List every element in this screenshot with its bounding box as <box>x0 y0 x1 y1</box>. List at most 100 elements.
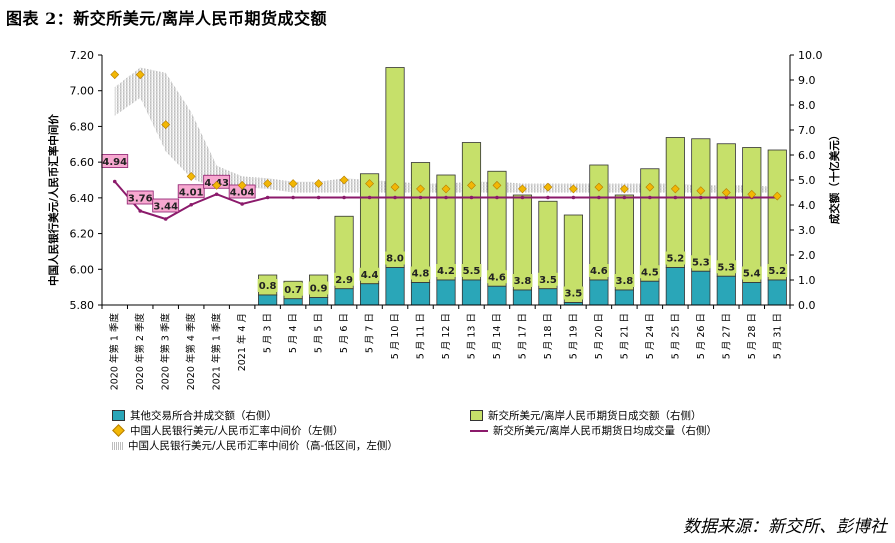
avg-volume-point <box>163 217 168 221</box>
right-tick-label: 10.0 <box>798 49 823 62</box>
left-tick-label: 5.80 <box>70 299 95 312</box>
legend-avg-swatch <box>470 429 488 432</box>
fixing-marker <box>670 184 680 194</box>
sgx-volume-bar <box>742 147 762 283</box>
other-exchange-bar <box>716 275 736 306</box>
fixing-marker <box>492 180 502 190</box>
legend-other-swatch <box>112 410 125 421</box>
other-exchange-bar <box>512 289 533 306</box>
bar-label-bg <box>359 267 380 281</box>
x-tick-label: 2020 年第 1 季度 <box>109 313 121 391</box>
legend-avg-label: 新交所美元/离岸人民币期货日均成交量（右侧） <box>493 425 718 437</box>
fixing-marker <box>263 179 273 188</box>
right-tick-label: 0.0 <box>798 299 816 312</box>
bar-value-label: 3.8 <box>514 276 532 287</box>
left-tick-label: 6.80 <box>70 120 95 133</box>
fixing-marker <box>594 182 604 192</box>
sgx-volume-bar <box>359 173 380 285</box>
other-exchange-bar <box>614 289 634 306</box>
bar-value-label: 3.8 <box>616 276 634 287</box>
avg-volume-point <box>699 195 703 200</box>
x-tick-label: 5 月 27 日 <box>721 313 732 359</box>
x-tick-label: 5 月 20 日 <box>594 313 605 359</box>
other-exchange-bar <box>640 280 660 306</box>
right-tick-label: 7.0 <box>798 124 816 137</box>
fixing-marker <box>135 70 145 80</box>
avg-volume-point <box>597 195 601 200</box>
sgx-volume-bar <box>589 164 609 281</box>
x-tick-label: 5 月 18 日 <box>543 313 554 359</box>
legend-other: 其他交易所合并成交额（右侧） <box>112 408 277 423</box>
fixing-marker <box>390 182 400 192</box>
avg-volume-point <box>495 195 499 200</box>
avg-volume-point <box>367 195 372 200</box>
bar-value-label: 3.5 <box>565 289 583 300</box>
x-tick-label: 5 月 14 日 <box>492 313 503 359</box>
left-tick-label: 6.20 <box>70 228 95 241</box>
legend-other-label: 其他交易所合并成交额（右侧） <box>130 410 277 422</box>
legend-sgx-swatch <box>470 410 483 421</box>
fixing-marker <box>772 191 782 201</box>
right-tick-label: 1.0 <box>798 274 816 287</box>
fixing-marker <box>721 188 731 197</box>
right-tick-label: 3.0 <box>798 224 816 237</box>
x-tick-label: 5 月 28 日 <box>747 313 758 359</box>
bar-label-bg <box>308 281 329 295</box>
bar-label-bg <box>512 274 533 287</box>
legend-band-swatch <box>112 441 123 450</box>
left-tick-label: 6.40 <box>70 192 95 205</box>
fixing-marker <box>619 184 629 194</box>
x-tick-label: 5 月 25 日 <box>670 313 681 359</box>
fixing-marker <box>696 186 706 196</box>
avg-volume-point <box>444 195 448 200</box>
fixing-marker <box>543 182 553 192</box>
fixing-marker <box>339 175 349 185</box>
legend-sgx: 新交所美元/离岸人民币期货日成交额（右侧） <box>470 408 702 423</box>
other-exchange-bar <box>767 279 787 306</box>
avg-volume-point <box>393 195 397 200</box>
avg-label-box <box>177 184 205 199</box>
other-exchange-bar <box>385 267 405 306</box>
fixing-marker <box>568 184 578 194</box>
avg-volume-point <box>546 195 550 200</box>
sgx-volume-bar <box>665 137 685 268</box>
other-exchange-bar <box>589 279 609 306</box>
bar-label-bg <box>665 251 686 265</box>
bar-label-bg <box>436 264 456 277</box>
avg-volume-point <box>673 195 678 200</box>
right-tick-label: 8.0 <box>798 99 816 112</box>
x-tick-label: 5 月 10 日 <box>390 313 401 359</box>
x-tick-label: 2021 年第 1 季度 <box>211 313 223 391</box>
avg-value-label: 3.76 <box>128 194 153 205</box>
x-tick-label: 5 月 11 日 <box>416 313 427 359</box>
legend-sgx-label: 新交所美元/离岸人民币期货日成交额（右侧） <box>488 410 702 422</box>
other-exchange-bar <box>538 288 558 306</box>
fixing-marker <box>441 184 451 194</box>
x-tick-label: 5 月 7 日 <box>365 313 376 353</box>
x-tick-label: 5 月 19 日 <box>568 313 579 359</box>
avg-volume-point <box>112 179 117 184</box>
avg-volume-point <box>418 195 423 200</box>
avg-value-label: 4.94 <box>102 157 127 168</box>
bar-value-label: 8.0 <box>386 254 404 265</box>
other-exchange-bar <box>461 279 482 306</box>
sgx-volume-bar <box>716 143 736 277</box>
bar-label-bg <box>257 279 278 292</box>
avg-volume-point <box>648 195 652 200</box>
avg-volume-point <box>342 195 346 200</box>
avg-volume-point <box>189 202 193 207</box>
bar-value-label: 4.6 <box>590 266 608 277</box>
other-exchange-bar <box>309 297 329 306</box>
bar-value-label: 0.8 <box>259 281 277 292</box>
bar-value-label: 4.8 <box>412 269 430 280</box>
right-axis-title: 成交额（十亿美元） <box>828 130 841 225</box>
x-tick-label: 5 月 12 日 <box>441 313 452 359</box>
legend-fixing: 中国人民银行美元/人民币汇率中间价（左侧） <box>112 423 344 438</box>
other-exchange-bar <box>742 282 762 306</box>
right-tick-label: 5.0 <box>798 174 816 187</box>
fixing-marker <box>467 180 476 190</box>
other-exchange-bar <box>436 279 456 306</box>
avg-volume-point <box>316 195 321 200</box>
avg-volume-point <box>469 195 474 200</box>
x-tick-label: 5 月 24 日 <box>645 313 656 359</box>
